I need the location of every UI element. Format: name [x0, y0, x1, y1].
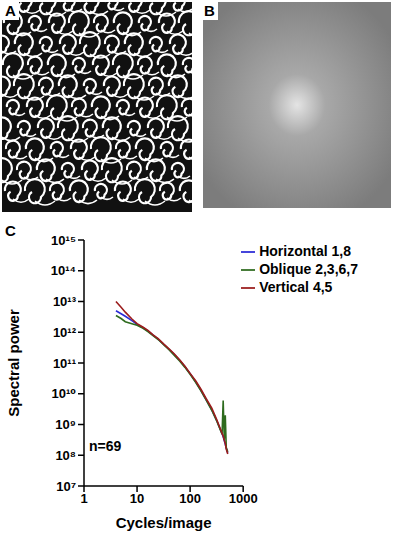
html-text:Horizontal 1,8: Horizontal 1,8 [259, 243, 351, 259]
html-text:C: C [5, 222, 16, 239]
html-text:A: A [5, 2, 16, 19]
svg-text:10¹¹: 10¹¹ [53, 356, 76, 371]
html-text:Vertical 4,5: Vertical 4,5 [259, 279, 333, 295]
html-text:Oblique 2,3,6,7: Oblique 2,3,6,7 [259, 261, 358, 277]
svg-text:10¹³: 10¹³ [53, 294, 77, 309]
svg-text:100: 100 [179, 491, 201, 506]
svg-text:n=69: n=69 [89, 438, 122, 454]
svg-text:10¹⁰: 10¹⁰ [52, 386, 77, 401]
svg-text:10¹⁴: 10¹⁴ [51, 263, 76, 278]
svg-text:10¹²: 10¹² [53, 325, 77, 340]
svg-text:10: 10 [130, 491, 144, 506]
svg-text:1000: 1000 [229, 491, 258, 506]
svg-text:1: 1 [80, 491, 87, 506]
svg-text:10⁹: 10⁹ [55, 417, 76, 432]
svg-text:10¹⁵: 10¹⁵ [51, 233, 76, 248]
html-text:B: B [204, 2, 215, 19]
svg-text:Spectral power: Spectral power [5, 309, 22, 417]
svg-text:Cycles/image: Cycles/image [116, 514, 212, 531]
svg-text:10⁷: 10⁷ [56, 479, 76, 494]
svg-text:10⁸: 10⁸ [55, 448, 76, 463]
